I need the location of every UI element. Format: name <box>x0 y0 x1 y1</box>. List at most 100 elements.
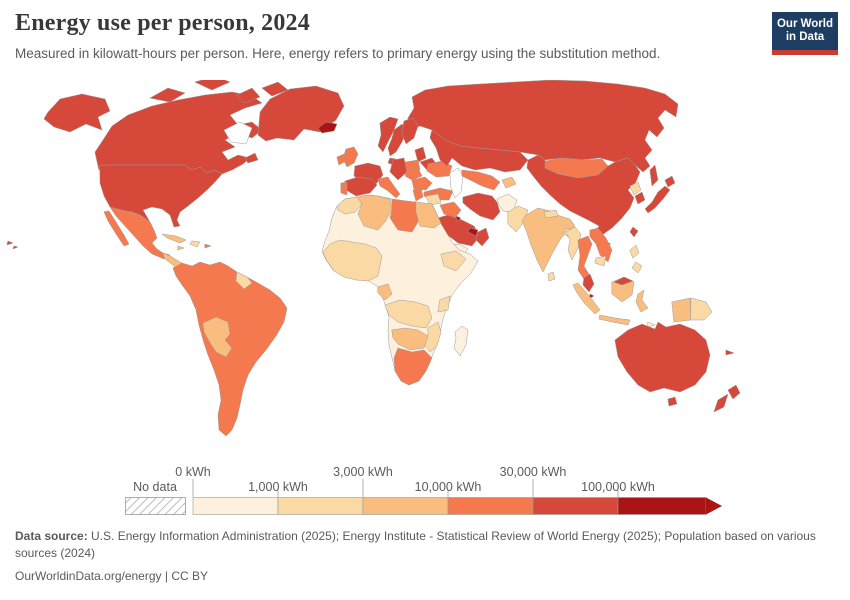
region-germany[interactable] <box>389 157 408 181</box>
region-west-africa[interactable] <box>322 239 383 282</box>
region-finland[interactable] <box>401 117 419 145</box>
region-new-caledonia[interactable] <box>725 349 735 356</box>
region-japan[interactable] <box>664 175 676 188</box>
region-baltics[interactable] <box>414 146 427 163</box>
region-mexico[interactable] <box>109 206 171 260</box>
region-south-korea[interactable] <box>634 191 646 205</box>
region-cambodia[interactable] <box>594 255 607 267</box>
region-malaysian-borneo[interactable] <box>613 276 634 286</box>
legend-no-data-label: No data <box>133 480 177 494</box>
legend-no-data-swatch[interactable] <box>125 497 186 515</box>
owid-logo[interactable]: Our World in Data <box>772 12 838 55</box>
region-spain[interactable] <box>344 176 378 197</box>
region-gabon-congo[interactable] <box>377 283 393 301</box>
chart-footer: Data source: U.S. Energy Information Adm… <box>15 528 837 585</box>
region-iran[interactable] <box>462 192 501 221</box>
region-balkans[interactable] <box>411 176 433 191</box>
region-jamaica[interactable] <box>177 245 185 251</box>
region-hawaii[interactable] <box>6 240 14 246</box>
region-hawaii[interactable] <box>12 245 19 250</box>
region-kyrgyzstan-tajikistan[interactable] <box>501 176 517 189</box>
region-alaska[interactable] <box>43 93 111 133</box>
region-guyanas[interactable] <box>235 271 253 290</box>
region-libya[interactable] <box>389 198 419 233</box>
region-china[interactable] <box>526 154 641 236</box>
region-timor[interactable] <box>647 321 656 328</box>
region-portugal[interactable] <box>340 181 348 196</box>
legend-tick-100000: 100,000 kWh <box>581 480 655 494</box>
owid-logo-line1: Our World <box>776 18 833 30</box>
region-tasmania[interactable] <box>667 396 678 407</box>
legend-tick-30000: 30,000 kWh <box>500 465 567 479</box>
region-philippines[interactable] <box>631 261 643 274</box>
region-myanmar[interactable] <box>565 226 582 261</box>
region-hispaniola[interactable] <box>189 240 201 248</box>
region-bolivia-paraguay[interactable] <box>202 316 233 358</box>
region-united-states[interactable] <box>99 164 223 231</box>
region-madagascar[interactable] <box>453 325 469 357</box>
data-source-text: U.S. Energy Information Administration (… <box>15 529 816 560</box>
world-choropleth-map <box>0 75 850 470</box>
region-malaysia[interactable] <box>582 273 595 293</box>
region-sulawesi[interactable] <box>635 289 649 313</box>
region-south-africa[interactable] <box>393 347 433 386</box>
region-japan[interactable] <box>644 185 671 214</box>
legend-svg: No data 0 kWh 1,000 kWh 3,000 kWh 10,000… <box>125 465 722 515</box>
region-tanzania[interactable] <box>437 295 451 313</box>
region-algeria[interactable] <box>356 194 393 231</box>
legend-swatch-bin1[interactable] <box>192 497 279 515</box>
region-united-kingdom[interactable] <box>342 146 359 168</box>
region-java[interactable] <box>598 314 631 326</box>
region-nepal[interactable] <box>543 209 559 219</box>
region-taiwan[interactable] <box>629 226 639 238</box>
region-sumatra[interactable] <box>572 282 601 315</box>
region-syria[interactable] <box>425 193 442 206</box>
region-papua-indonesia[interactable] <box>671 297 692 323</box>
region-central-europe[interactable] <box>404 167 423 181</box>
hudson-bay <box>223 121 253 145</box>
region-north-korea[interactable] <box>629 181 642 196</box>
region-norway[interactable] <box>377 116 399 153</box>
region-vietnam-laos[interactable] <box>589 227 613 263</box>
region-iraq[interactable] <box>439 201 462 219</box>
region-kazakhstan[interactable] <box>429 129 529 173</box>
legend-tick-0: 0 kWh <box>175 465 210 479</box>
region-sakhalin[interactable] <box>649 164 659 187</box>
region-ethiopia[interactable] <box>440 250 467 272</box>
region-sri-lanka[interactable] <box>547 271 556 282</box>
region-cuba[interactable] <box>161 233 187 244</box>
region-angola-zambia[interactable] <box>384 299 433 329</box>
legend-swatch-bin4[interactable] <box>447 497 534 515</box>
legend-swatch-bin3[interactable] <box>362 497 449 515</box>
caspian-sea <box>449 167 464 199</box>
region-australia[interactable] <box>614 321 711 393</box>
region-uzbekistan-turkmenistan[interactable] <box>461 169 501 191</box>
owid-link[interactable]: OurWorldinData.org/energy <box>15 569 162 583</box>
region-oman[interactable] <box>475 227 490 247</box>
region-arctic-islands[interactable] <box>194 75 231 91</box>
region-namibia-botswana[interactable] <box>391 327 429 351</box>
legend-swatch-bin2[interactable] <box>277 497 364 515</box>
region-arctic-islands[interactable] <box>236 87 261 104</box>
region-iceland[interactable] <box>317 121 338 134</box>
region-greece[interactable] <box>412 187 424 202</box>
region-philippines[interactable] <box>629 244 640 259</box>
region-singapore[interactable] <box>589 293 595 299</box>
page-title: Energy use per person, 2024 <box>15 10 310 36</box>
region-arctic-islands[interactable] <box>149 87 186 103</box>
region-kuwait[interactable] <box>455 215 462 222</box>
region-thailand[interactable] <box>577 235 593 282</box>
region-papua-new-guinea[interactable] <box>690 297 713 321</box>
region-new-zealand[interactable] <box>727 384 741 400</box>
region-puerto-rico[interactable] <box>204 243 212 249</box>
legend-swatch-bin6[interactable] <box>617 497 707 515</box>
region-egypt[interactable] <box>415 201 442 229</box>
region-morocco[interactable] <box>336 196 363 215</box>
region-baja-california[interactable] <box>103 210 130 247</box>
region-uae-qatar[interactable] <box>467 227 479 237</box>
region-new-zealand[interactable] <box>713 393 729 413</box>
region-italy[interactable] <box>377 176 401 199</box>
region-ireland[interactable] <box>336 153 347 166</box>
region-newfoundland[interactable] <box>244 152 259 164</box>
legend-swatch-bin5[interactable] <box>532 497 619 515</box>
